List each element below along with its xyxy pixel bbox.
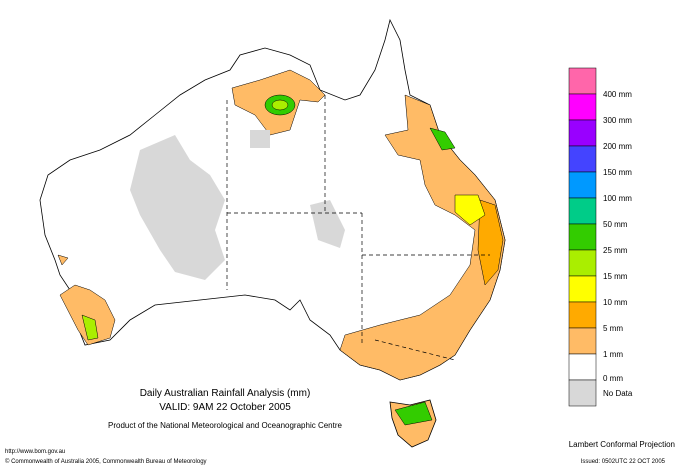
legend-label: 400 mm	[603, 90, 632, 99]
rain-area	[454, 194, 486, 226]
legend-swatch	[568, 93, 597, 121]
legend-swatch	[568, 353, 597, 381]
projection: Lambert Conformal Projection	[569, 440, 675, 449]
no-data-area	[250, 130, 270, 148]
url: http://www.bom.gov.au	[5, 449, 65, 455]
legend-label: 15 mm	[603, 272, 628, 281]
legend-label: 0 mm	[603, 374, 623, 383]
legend-swatch	[568, 275, 597, 303]
rain-core	[271, 99, 289, 111]
legend-swatch	[568, 327, 597, 355]
legend-label: 100 mm	[603, 194, 632, 203]
rain-area	[57, 254, 69, 266]
legend-label: 10 mm	[603, 298, 628, 307]
state-borders	[226, 95, 490, 361]
legend-swatch	[568, 67, 597, 95]
rain-area	[59, 284, 116, 346]
legend-label: 1 mm	[603, 350, 623, 359]
legend-label: 25 mm	[603, 246, 628, 255]
legend-label: 50 mm	[603, 220, 628, 229]
legend-label: 300 mm	[603, 116, 632, 125]
no-data-area	[310, 200, 345, 248]
map-title: Daily Australian Rainfall Analysis (mm)	[140, 388, 311, 399]
legend-swatch	[568, 145, 597, 173]
legend-swatch	[568, 249, 597, 277]
rain-area	[477, 199, 504, 286]
legend-label: 150 mm	[603, 168, 632, 177]
rain-area	[81, 314, 99, 341]
rain-area	[394, 401, 433, 426]
copyright: © Commonwealth of Australia 2005, Common…	[5, 458, 207, 465]
no-data	[130, 130, 345, 280]
legend-swatch	[568, 119, 597, 147]
product-line: Product of the National Meteorological a…	[108, 421, 342, 430]
issued: Issued: 0502UTC 22 OCT 2005	[581, 459, 666, 465]
no-data-area	[130, 135, 225, 280]
legend: 400 mm 300 mm 200 mm 150 mm 100 mm 50 mm 25 mm…	[568, 67, 633, 407]
rain-area	[339, 94, 506, 381]
legend-swatch	[568, 223, 597, 251]
legend-label: 200 mm	[603, 142, 632, 151]
legend-swatch	[568, 171, 597, 199]
legend-label: 5 mm	[603, 324, 623, 333]
legend-label: No Data	[603, 389, 633, 398]
rain-area	[429, 127, 456, 151]
rain-areas	[57, 69, 506, 426]
legend-swatch	[568, 197, 597, 225]
legend-swatch	[568, 379, 597, 407]
valid-time: VALID: 9AM 22 October 2005	[159, 402, 291, 413]
legend-swatch	[568, 301, 597, 329]
